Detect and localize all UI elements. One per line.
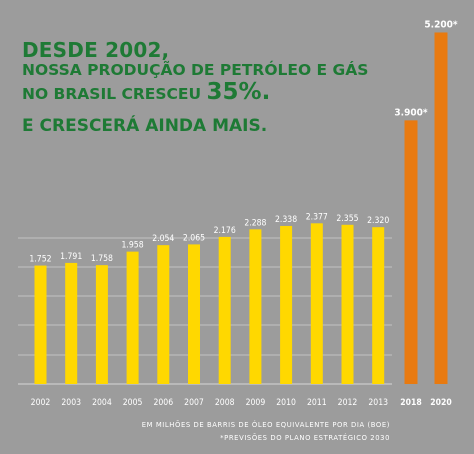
unit-footnote: EM MILHÕES DE BARRIS DE ÓLEO EQUIVALENTE… [141,421,390,429]
forecast-value-label-2020: 5.200* [424,19,457,30]
bar-2003 [65,262,78,384]
tick-label-2008: 2008 [215,398,235,408]
forecast-tick-label-2020: 2020 [430,398,452,408]
value-label-2006: 2.054 [152,234,174,244]
forecast-value-label-2018: 3.900* [394,107,427,118]
value-label-2011: 2.377 [306,212,328,222]
bar-2006 [157,245,170,384]
tick-label-2011: 2011 [307,398,327,408]
bar-2011 [310,223,323,384]
tick-label-2006: 2006 [153,398,173,408]
value-label-2005: 1.958 [122,241,144,251]
value-label-2002: 1.752 [29,255,51,265]
forecast-bar-2020 [434,32,448,384]
tick-label-2003: 2003 [61,398,81,408]
forecast-tick-label-2018: 2018 [400,398,422,408]
tick-label-2004: 2004 [92,398,112,408]
headline-line-3-text: NO BRASIL CRESCEU [22,84,207,103]
value-label-2010: 2.338 [275,215,297,225]
bar-2007 [188,244,200,384]
forecast-footnote: *PREVISÕES DO PLANO ESTRATÉGICO 2030 [220,434,390,442]
forecast-bar-2018 [404,120,418,385]
tick-label-2012: 2012 [338,398,358,408]
tick-label-2002: 2002 [31,398,51,408]
tick-label-2010: 2010 [276,398,296,408]
tick-label-2005: 2005 [123,398,143,408]
value-label-2004: 1.758 [91,254,113,264]
bar-2004 [95,265,108,384]
bar-2010 [280,225,293,384]
value-label-2012: 2.355 [336,214,358,224]
value-label-2013: 2.320 [367,216,389,226]
bar-2012 [341,224,354,384]
bar-2009 [249,229,262,384]
headline: DESDE 2002, NOSSA PRODUÇÃO DE PETRÓLEO E… [22,40,368,135]
headline-line-3: NO BRASIL CRESCEU 35%. [22,78,368,105]
value-label-2003: 1.791 [60,252,82,262]
value-label-2007: 2.065 [183,233,205,243]
value-label-2008: 2.176 [214,226,236,236]
headline-line-4: E CRESCERÁ AINDA MAIS. [22,115,268,136]
headline-line-1: DESDE 2002, [22,38,170,62]
bar-2005 [126,251,139,384]
bar-2008 [218,236,231,384]
tick-label-2009: 2009 [246,398,266,408]
value-label-2009: 2.288 [244,218,266,228]
tick-label-2013: 2013 [368,398,388,408]
tick-label-2007: 2007 [184,398,204,408]
bar-2013 [372,227,385,384]
bar-2002 [34,265,47,384]
growth-percentage: 35%. [206,78,271,105]
headline-line-2: NOSSA PRODUÇÃO DE PETRÓLEO E GÁS [22,61,369,79]
